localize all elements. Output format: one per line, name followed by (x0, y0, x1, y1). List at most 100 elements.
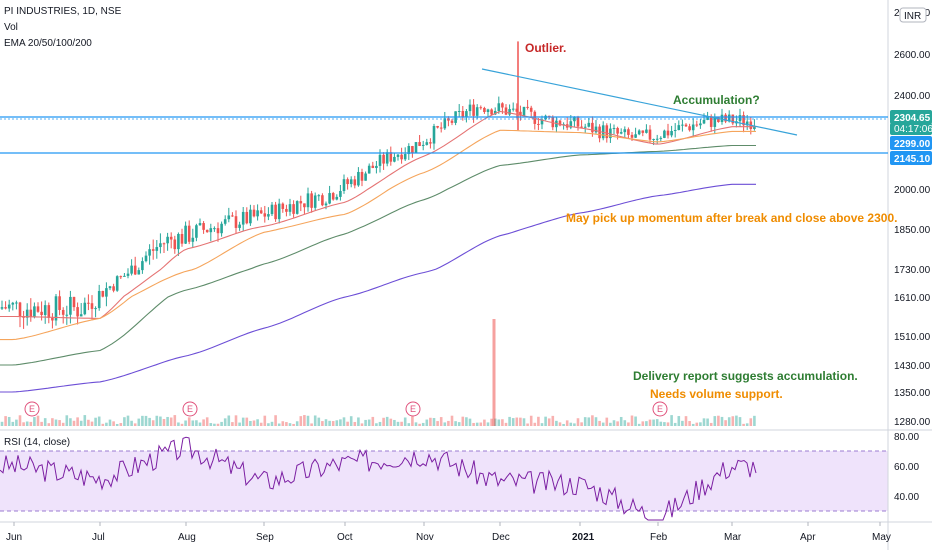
volume-bar (731, 416, 735, 426)
candle-body (83, 302, 87, 315)
volume-bar (241, 417, 245, 426)
candle-body (180, 233, 184, 244)
candle-body (684, 124, 688, 127)
volume-bar (18, 415, 22, 426)
volume-bar (378, 421, 382, 426)
volume-bar (40, 421, 43, 426)
volume-bar (22, 422, 25, 426)
level2-value: 2145.10 (894, 154, 931, 165)
candle-body (418, 142, 421, 146)
volume-bar (659, 421, 663, 426)
candle-body (238, 224, 241, 228)
candle-body (695, 124, 699, 126)
candle-body (36, 306, 40, 312)
candle-body (475, 107, 479, 116)
candle-body (436, 125, 439, 128)
volume-bar (702, 418, 706, 426)
volume-bar (727, 417, 731, 426)
earnings-marker[interactable] (405, 401, 421, 417)
volume-bar (735, 415, 738, 426)
volume-bar (367, 419, 371, 426)
volume-bar (429, 417, 432, 426)
volume-bar (486, 422, 490, 426)
annotation-delivery[interactable]: Delivery report suggests accumulation. (633, 369, 858, 383)
candle-body (144, 255, 148, 262)
volume-bar (717, 415, 720, 426)
time-axis-tick: Nov (416, 532, 434, 543)
time-axis-tick: Jul (92, 532, 105, 543)
volume-bar (681, 420, 684, 426)
volume-bar (393, 419, 396, 426)
candle-body (166, 236, 169, 244)
volume-bar (720, 416, 724, 426)
volume-bar (61, 422, 65, 426)
time-axis-tick: Feb (650, 532, 668, 543)
candle-body (490, 109, 493, 115)
candle-body (526, 106, 529, 108)
candle-body (713, 116, 717, 127)
candle-body (47, 305, 51, 318)
volume-bar (4, 416, 7, 426)
candle-body (630, 134, 634, 138)
volume-bar (360, 423, 364, 426)
candle-body (126, 273, 130, 276)
level1-value: 2299.00 (894, 139, 931, 150)
earnings-marker[interactable] (24, 401, 40, 417)
annotation-momentum[interactable]: May pick up momentum after break and clo… (566, 211, 897, 225)
earnings-marker-label: E (657, 404, 663, 414)
candle-body (90, 303, 94, 309)
level2-tag (890, 151, 932, 165)
volume-bar (447, 420, 450, 426)
volume-bar (285, 422, 288, 426)
candle-body (169, 236, 173, 240)
volume-bar (749, 418, 753, 426)
candle-body (313, 195, 317, 208)
volume-bar (227, 415, 231, 426)
candle-body (461, 110, 465, 117)
volume-bar (209, 423, 213, 426)
candle-body (7, 304, 11, 309)
annotation-outlier[interactable]: Outlier. (525, 41, 566, 55)
volume-bar (742, 423, 745, 426)
candle-body (324, 203, 328, 206)
volume-bar (187, 417, 191, 426)
candle-body (425, 142, 429, 145)
falling-trendline[interactable] (481, 68, 798, 136)
candle-body (569, 121, 573, 128)
candle-body (519, 111, 522, 116)
candle-body (673, 129, 677, 132)
volume-bar (511, 418, 515, 426)
volume-bar (454, 421, 457, 426)
annotation-accumulation[interactable]: Accumulation? (673, 93, 760, 107)
candle-body (148, 249, 151, 256)
rsi-legend[interactable]: RSI (14, close) (4, 437, 70, 448)
annotation-volume[interactable]: Needs volume support. (650, 387, 783, 401)
candle-body (187, 225, 191, 242)
candle-body (627, 129, 630, 135)
candle-body (0, 307, 4, 309)
currency-badge[interactable] (899, 7, 927, 23)
volume-bar (234, 415, 238, 426)
volume-bar (450, 415, 454, 426)
earnings-marker[interactable] (182, 401, 198, 417)
volume-bar (252, 420, 256, 426)
candle-body (33, 306, 36, 317)
earnings-marker[interactable] (652, 401, 668, 417)
candle-body (641, 130, 645, 133)
time-axis-tick: Dec (492, 532, 510, 543)
candle-body (720, 114, 724, 123)
candle-body (259, 210, 263, 214)
candle-body (378, 154, 382, 166)
volume-bar (90, 421, 94, 426)
volume-bar (303, 415, 306, 426)
candle-body (76, 307, 79, 317)
ema-legend[interactable]: EMA 20/50/100/200 (4, 38, 92, 49)
volume-bar (119, 423, 123, 426)
volume-bar (263, 415, 267, 426)
volume-bar (411, 416, 414, 426)
vol-legend[interactable]: Vol (4, 22, 18, 33)
candle-body (115, 276, 119, 291)
volume-bar (465, 417, 468, 426)
volume-bar (439, 417, 443, 426)
